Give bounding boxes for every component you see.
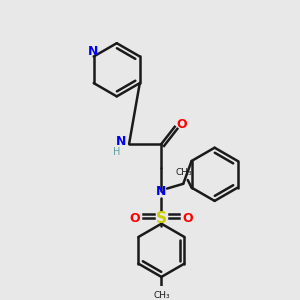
Text: S: S <box>156 211 167 226</box>
Text: O: O <box>130 212 140 224</box>
Text: N: N <box>116 136 127 148</box>
Text: O: O <box>176 118 187 131</box>
Text: CH₃: CH₃ <box>153 291 170 300</box>
Text: N: N <box>88 45 98 58</box>
Text: H: H <box>113 146 120 157</box>
Text: N: N <box>156 185 167 198</box>
Text: CH₃: CH₃ <box>176 168 192 177</box>
Text: O: O <box>183 212 193 224</box>
